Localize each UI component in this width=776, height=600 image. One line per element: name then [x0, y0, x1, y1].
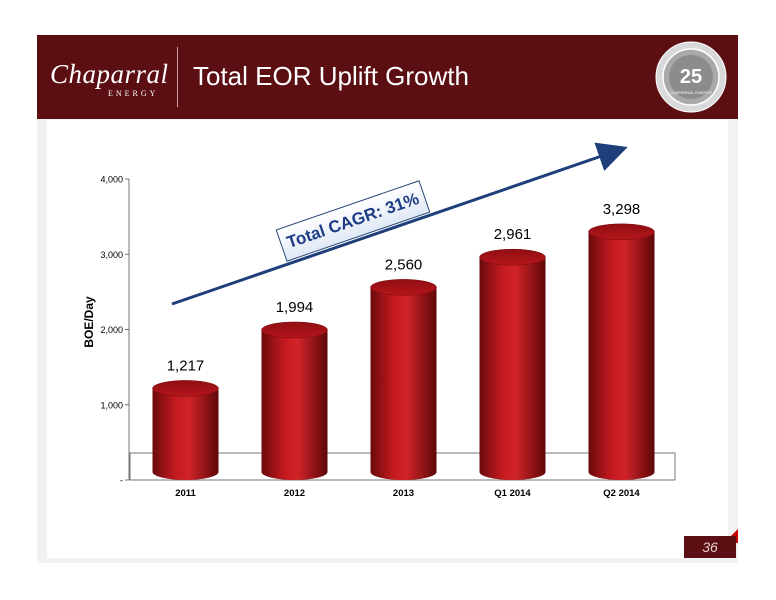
bar-cap: [152, 380, 219, 397]
x-tick-label: Q2 2014: [603, 488, 640, 499]
bar-cap: [588, 223, 655, 241]
bar-cap: [370, 279, 437, 296]
anniversary-seal-icon: 25 CHAPARRAL ENERGY: [655, 41, 727, 113]
bar-cap: [261, 321, 328, 339]
slide-header: Chaparral ENERGY Total EOR Uplift Growth…: [37, 35, 738, 119]
bar-body: [479, 257, 546, 480]
seal-text: CHAPARRAL ENERGY: [670, 90, 712, 95]
bar-2011: [152, 380, 219, 480]
data-label: 1,994: [276, 299, 314, 316]
company-logo: Chaparral ENERGY: [50, 59, 195, 99]
bar-body: [152, 388, 219, 480]
data-label: 2,560: [385, 256, 423, 273]
y-tick-label: 1,000: [100, 400, 123, 410]
bar-q1-2014: [479, 248, 546, 480]
x-tick-label: 2012: [284, 488, 305, 499]
logo-name: Chaparral: [50, 59, 169, 89]
page-number: 36: [684, 536, 736, 558]
growth-arrow: [171, 142, 628, 306]
y-tick-label: 3,000: [100, 250, 123, 260]
bar-body: [588, 231, 655, 480]
y-tick-label: -: [120, 476, 123, 486]
seal-number: 25: [680, 66, 702, 88]
bar-2012: [261, 321, 328, 480]
bar-q2-2014: [588, 223, 655, 480]
y-tick-label: 2,000: [100, 325, 123, 335]
bar-2013: [370, 279, 437, 480]
y-tick-label: 4,000: [100, 175, 123, 185]
bar-cap: [479, 248, 546, 266]
data-label: 1,217: [167, 357, 205, 374]
x-tick-label: Q1 2014: [494, 488, 531, 499]
header-divider: [177, 47, 178, 107]
x-tick-label: 2013: [393, 488, 414, 499]
y-axis-title: BOE/Day: [82, 296, 96, 348]
data-label: 2,961: [494, 226, 532, 243]
bar-body: [370, 287, 437, 480]
bar-body: [261, 329, 328, 480]
x-tick-label: 2011: [175, 488, 196, 499]
page-title: Total EOR Uplift Growth: [193, 61, 469, 91]
data-label: 3,298: [603, 201, 641, 218]
logo-subtitle: ENERGY: [108, 89, 159, 98]
